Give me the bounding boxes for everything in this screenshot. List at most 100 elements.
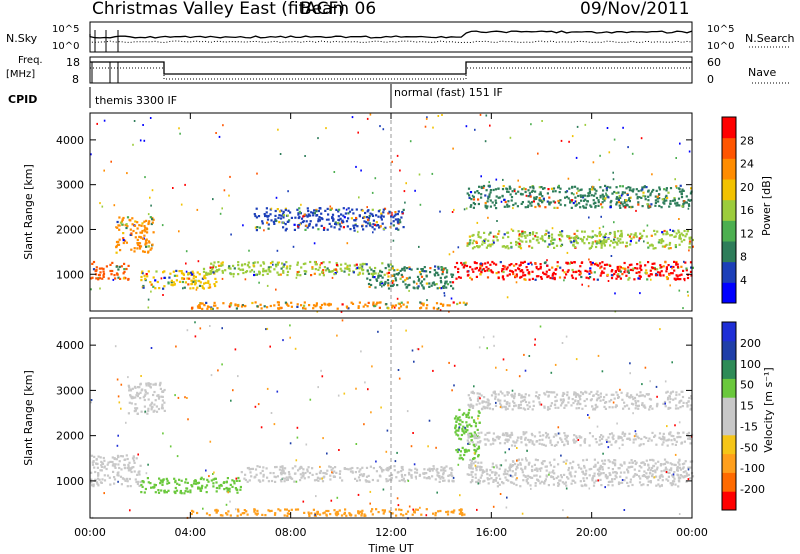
data-cell — [344, 212, 347, 215]
data-cell — [502, 236, 505, 239]
data-cell — [306, 226, 309, 229]
data-cell — [155, 270, 158, 273]
data-cell — [401, 212, 404, 215]
data-cell — [573, 185, 577, 188]
data-cell — [331, 471, 333, 474]
data-cell — [566, 394, 569, 397]
data-cell — [170, 279, 173, 282]
data-cell — [506, 231, 509, 234]
data-cell — [672, 199, 675, 202]
data-cell — [352, 212, 355, 215]
data-cell — [556, 441, 559, 444]
data-cell — [561, 481, 564, 484]
data-cell — [350, 217, 353, 220]
data-cell — [143, 405, 146, 408]
data-cell — [442, 479, 445, 482]
data-cell — [286, 265, 289, 268]
data-cell — [494, 395, 497, 398]
data-cell — [134, 403, 137, 406]
data-cell — [507, 200, 510, 203]
data-cell — [174, 394, 176, 397]
data-cell — [194, 335, 197, 338]
data-cell — [303, 477, 306, 480]
data-cell — [393, 269, 396, 272]
data-cell — [602, 435, 605, 438]
data-cell — [123, 458, 126, 461]
data-cell — [266, 272, 269, 275]
data-cell — [530, 476, 533, 479]
data-cell — [221, 269, 224, 273]
data-cell — [588, 487, 591, 490]
data-cell — [539, 475, 542, 478]
data-cell — [571, 467, 574, 470]
data-cell — [227, 510, 230, 513]
data-cell — [310, 211, 313, 214]
data-cell — [658, 436, 661, 439]
noise-sky-label: N.Sky — [6, 32, 38, 45]
data-cell — [345, 220, 349, 223]
data-cell — [561, 342, 564, 344]
data-cell — [581, 392, 584, 396]
data-cell — [541, 462, 544, 466]
data-cell — [509, 436, 512, 439]
data-cell — [204, 277, 207, 280]
data-cell — [615, 203, 618, 206]
data-cell — [430, 468, 434, 471]
data-cell — [99, 287, 101, 290]
data-cell — [618, 201, 621, 204]
data-cell — [212, 264, 215, 267]
data-cell — [136, 473, 139, 476]
data-cell — [517, 179, 519, 182]
data-cell — [578, 202, 581, 205]
data-cell — [215, 510, 218, 513]
data-cell — [545, 390, 549, 393]
data-cell — [654, 247, 657, 250]
data-cell — [542, 197, 545, 200]
data-cell — [194, 480, 197, 483]
data-cell — [587, 277, 590, 280]
data-cell — [594, 206, 597, 209]
data-cell — [496, 220, 498, 222]
data-cell — [662, 201, 665, 204]
data-cell — [670, 467, 673, 470]
data-cell — [159, 387, 162, 390]
data-cell — [473, 431, 476, 434]
data-cell — [472, 195, 475, 198]
data-cell — [407, 471, 411, 474]
data-cell — [391, 281, 394, 284]
data-cell — [464, 448, 467, 451]
data-cell — [547, 436, 551, 439]
data-cell — [577, 194, 580, 198]
data-cell — [376, 479, 379, 482]
data-cell — [510, 228, 513, 231]
data-cell — [526, 269, 529, 272]
data-cell — [445, 510, 448, 514]
data-cell — [139, 480, 142, 483]
data-cell — [603, 462, 606, 466]
data-cell — [582, 206, 586, 209]
data-cell — [585, 477, 588, 480]
data-cell — [649, 469, 652, 472]
data-cell — [432, 512, 435, 515]
data-cell — [175, 279, 178, 282]
data-cell — [493, 344, 495, 347]
data-cell — [640, 137, 643, 140]
data-cell — [377, 276, 380, 279]
data-cell — [374, 286, 377, 289]
data-cell — [531, 263, 533, 266]
data-cell — [278, 221, 281, 224]
data-cell — [643, 186, 646, 189]
data-cell — [480, 394, 483, 397]
data-cell — [647, 206, 650, 209]
data-cell — [674, 397, 677, 400]
data-cell — [141, 229, 144, 233]
data-cell — [646, 241, 649, 244]
data-cell — [138, 235, 141, 238]
data-cell — [573, 441, 576, 444]
data-cell — [466, 439, 469, 442]
data-cell — [603, 199, 606, 202]
data-cell — [476, 399, 480, 402]
data-cell — [455, 415, 458, 418]
data-cell — [289, 211, 292, 214]
data-cell — [378, 465, 382, 469]
